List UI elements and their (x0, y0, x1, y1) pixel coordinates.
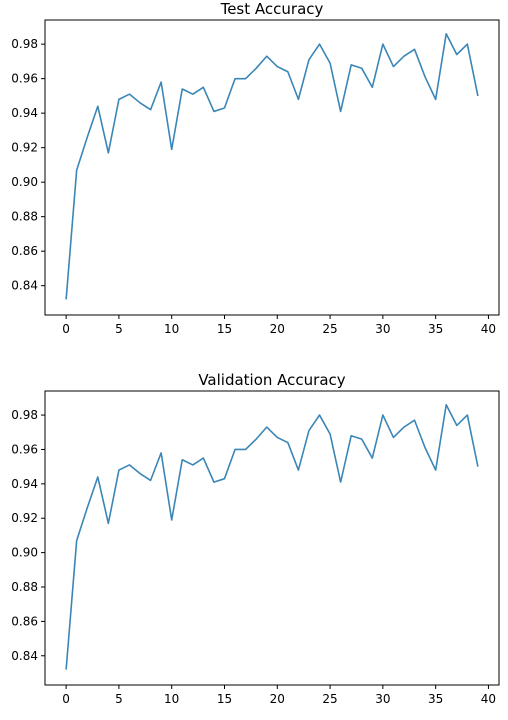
y-tick-label: 0.92 (11, 141, 38, 155)
plot-frame (44, 390, 500, 686)
x-tick-label: 20 (270, 692, 285, 706)
y-tick-label: 0.88 (11, 580, 38, 594)
y-tick-label: 0.90 (11, 175, 38, 189)
x-tick-label: 10 (164, 692, 179, 706)
x-tick-label: 35 (428, 322, 443, 336)
y-tick-label: 0.88 (11, 210, 38, 224)
accuracy-series-line (65, 32, 479, 300)
x-tick-label: 25 (322, 322, 337, 336)
x-tick-label: 30 (375, 692, 390, 706)
y-tick-label: 0.96 (11, 72, 38, 86)
y-tick-label: 0.98 (11, 408, 38, 422)
validation-accuracy-chart: Validation Accuracy 0.84 0.86 0.88 0.90 0.92 0… (11, 371, 500, 706)
x-tick-label: 30 (375, 322, 390, 336)
x-tick-label: 0 (62, 692, 70, 706)
x-tick-label: 15 (217, 322, 232, 336)
x-tick-label: 20 (270, 322, 285, 336)
x-tick-label: 15 (217, 692, 232, 706)
x-tick-label: 10 (164, 322, 179, 336)
y-tick-label: 0.86 (11, 244, 38, 258)
x-tick-label: 40 (481, 322, 496, 336)
x-tick-label: 40 (481, 692, 496, 706)
x-tick-label: 5 (115, 322, 123, 336)
y-tick-label: 0.84 (11, 279, 38, 293)
y-tick-label: 0.90 (11, 546, 38, 560)
x-tick-label: 35 (428, 692, 443, 706)
accuracy-series-line (65, 403, 479, 670)
chart-title: Validation Accuracy (198, 371, 345, 389)
plot-frame (44, 19, 500, 316)
chart-title: Test Accuracy (220, 0, 324, 18)
x-tick-label: 5 (115, 692, 123, 706)
y-tick-label: 0.94 (11, 477, 38, 491)
x-tick-label: 0 (62, 322, 70, 336)
y-tick-label: 0.98 (11, 37, 38, 51)
y-tick-label: 0.96 (11, 442, 38, 456)
y-tick-label: 0.92 (11, 511, 38, 525)
y-tick-label: 0.94 (11, 106, 38, 120)
x-tick-label: 25 (322, 692, 337, 706)
y-tick-label: 0.86 (11, 614, 38, 628)
test-accuracy-chart: Test Accuracy 0.84 0.86 0.88 0.90 0.92 0.94 0.9… (11, 0, 500, 336)
y-tick-label: 0.84 (11, 649, 38, 663)
